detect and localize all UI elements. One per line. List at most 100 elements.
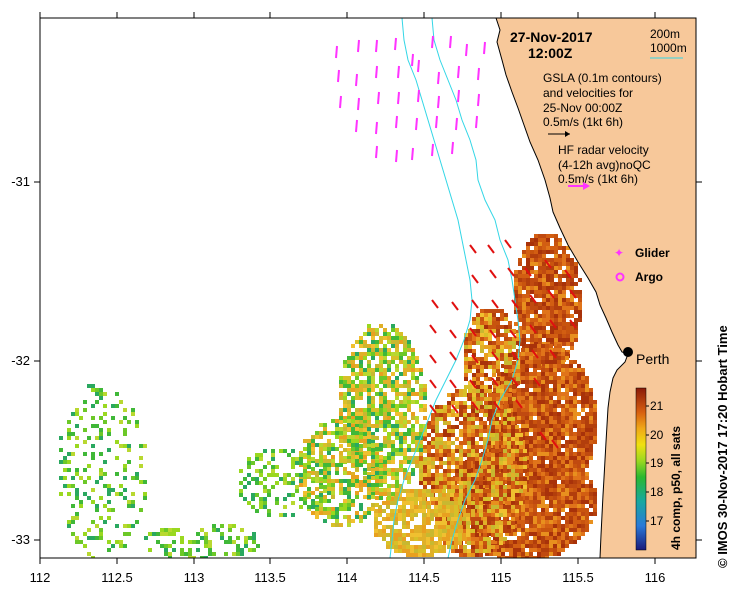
colorbar-tick-label: 18 [650, 485, 664, 499]
sst-colorbar [635, 387, 647, 551]
hf-radar-arrow [377, 91, 380, 105]
x-tick-label: 114 [337, 570, 358, 585]
gsla-arrow [429, 404, 437, 414]
hf-radar-arrow [435, 115, 438, 129]
argo-legend-label: Argo [635, 270, 663, 284]
gsla-info-2: and velocities for [543, 86, 633, 100]
gsla-arrow [533, 377, 541, 387]
gsla-arrow [509, 329, 517, 339]
hf-radar-arrow [375, 121, 378, 135]
gsla-arrow [511, 299, 519, 309]
y-tick-label: -33 [11, 532, 30, 547]
y-axis: -31 -32 -33 [11, 174, 702, 547]
hf-info-1: HF radar velocity [558, 143, 649, 157]
hf-radar-arrow [397, 65, 400, 79]
hf-radar-arrow [417, 89, 420, 103]
gsla-arrow [547, 289, 555, 299]
gsla-arrow [451, 404, 459, 414]
glider-marker-icon: ✦ [614, 246, 624, 260]
hf-radar-arrow [477, 93, 480, 107]
hf-radar-arrow [483, 41, 486, 55]
x-tick-label: 112.5 [101, 570, 133, 585]
gsla-arrow [489, 269, 497, 279]
hf-radar-arrow [335, 45, 338, 59]
gsla-arrow [491, 351, 499, 361]
gsla-arrow [471, 274, 479, 284]
gsla-arrow [569, 289, 577, 299]
y-tick-label: -31 [11, 174, 30, 189]
gsla-arrow [511, 377, 519, 387]
gsla-arrow [549, 349, 557, 359]
contour-200m-label: 200m [650, 27, 680, 41]
plot-frame [39, 17, 697, 559]
gsla-arrow [539, 431, 547, 441]
x-tick-label: 115 [491, 570, 512, 585]
gsla-arrow [449, 329, 457, 339]
argo-marker-icon [615, 272, 625, 282]
hf-radar-arrow [475, 115, 478, 129]
hf-radar-arrow [397, 91, 400, 105]
hf-radar-arrow [449, 35, 452, 49]
hf-radar-arrow [415, 117, 418, 131]
gsla-arrow [469, 379, 477, 389]
gsla-arrow [531, 349, 539, 359]
gsla-arrow [431, 299, 439, 309]
gsla-arrow [551, 439, 559, 449]
hf-radar-arrow [357, 97, 360, 111]
gsla-arrow [515, 399, 523, 409]
x-tick-label: 114.5 [408, 570, 440, 585]
gsla-arrow [449, 379, 457, 389]
hf-radar-arrow [395, 115, 398, 129]
gsla-arrow [529, 294, 537, 304]
city-label: Perth [636, 351, 669, 367]
hf-radar-arrow [477, 67, 480, 81]
hf-radar-arrow [431, 143, 434, 157]
gsla-arrow [511, 351, 519, 361]
contour-1000m-label: 1000m [650, 41, 687, 55]
hf-radar-arrow [375, 39, 378, 53]
gsla-arrow [493, 401, 501, 411]
gsla-vectors [429, 239, 577, 449]
hf-radar-arrow [437, 71, 440, 85]
gsla-arrow [491, 299, 499, 309]
colorbar-tick-label: 20 [650, 428, 664, 442]
hf-radar-vectors [335, 35, 486, 163]
gsla-arrow [487, 244, 495, 254]
x-tick-label: 113.5 [254, 570, 286, 585]
colorbar-tick-label: 19 [650, 456, 664, 470]
hf-radar-arrow [394, 37, 397, 51]
gsla-arrow [507, 267, 515, 277]
gsla-arrow [429, 354, 437, 364]
gsla-info-3: 25-Nov 00:00Z [543, 101, 622, 115]
hf-radar-arrow [355, 119, 358, 133]
hf-radar-arrow [337, 69, 340, 83]
sst-pixels [59, 234, 597, 558]
x-tick-label: 115.5 [562, 570, 594, 585]
hf-radar-arrow [417, 59, 420, 73]
gsla-arrow [429, 324, 437, 334]
hf-radar-arrow [431, 35, 434, 49]
imos-credit: © IMOS 30-Nov-2017 17:20 Hobart Time [715, 325, 730, 568]
hf-radar-arrow [375, 145, 378, 159]
contour-1000m [389, 18, 473, 558]
gsla-arrow [529, 324, 537, 334]
gsla-arrow [471, 299, 479, 309]
hf-radar-arrow [411, 53, 414, 67]
glider-legend-label: Glider [635, 246, 670, 260]
gsla-arrow [524, 267, 532, 277]
gsla-arrow [471, 401, 479, 411]
hf-info-2: (4-12h avg)noQC [558, 158, 651, 172]
gsla-arrow [471, 354, 479, 364]
hf-radar-arrow [465, 43, 468, 57]
hf-radar-arrow [411, 147, 414, 161]
gsla-arrow [564, 269, 572, 279]
gsla-info-1: GSLA (0.1m contours) [543, 71, 662, 85]
hf-radar-arrow [455, 117, 458, 131]
gsla-arrow [451, 301, 459, 311]
contour-200m [431, 18, 521, 558]
gsla-arrow [429, 379, 437, 389]
y-tick-label: -32 [11, 353, 30, 368]
x-tick-label: 113 [184, 570, 205, 585]
colorbar-label: 4h comp, p50, all sats [669, 426, 683, 550]
